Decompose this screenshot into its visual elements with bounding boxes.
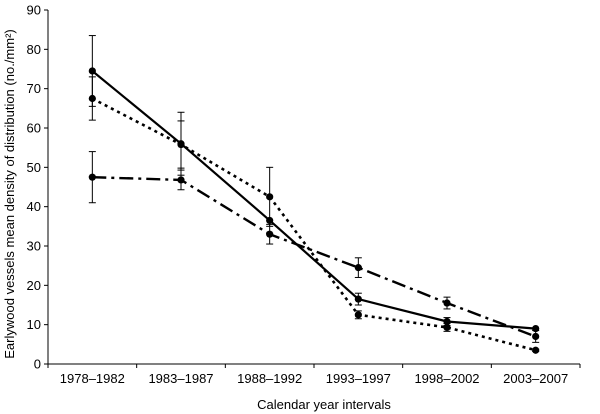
y-tick-label-90: 90: [27, 3, 41, 18]
y-tick-label-60: 60: [27, 121, 41, 136]
point-s2-1: [177, 176, 185, 184]
point-s1-4: [443, 323, 451, 332]
point-s1-2: [266, 193, 274, 201]
point-s0-4: [443, 317, 451, 326]
y-tick-label-70: 70: [27, 81, 41, 96]
point-s1-3: [354, 311, 362, 319]
x-tick-label-4: 1998–2002: [414, 371, 479, 386]
y-tick-label-20: 20: [27, 278, 41, 293]
series-line-dotted: [91, 97, 537, 352]
point-s2-4: [443, 299, 451, 307]
x-tick-label-5: 2003–2007: [503, 371, 568, 386]
x-tick-label-0: 1978–1982: [60, 371, 125, 386]
point-s0-5: [532, 325, 540, 333]
point-s2-5: [532, 332, 540, 341]
point-s2-2: [266, 230, 274, 238]
point-s0-3: [354, 295, 362, 303]
y-tick-label-80: 80: [27, 42, 41, 57]
point-s1-1: [177, 140, 185, 149]
series-line-dash-dot: [92, 176, 537, 338]
point-s1-5: [532, 346, 540, 354]
x-axis-title: Calendar year intervals: [257, 397, 391, 412]
y-tick-label-40: 40: [27, 199, 41, 214]
plot-area: 0 10 20 30 40 50 60 70 80 90 1978–1982 1983–1987 198…: [27, 3, 581, 386]
series-line-solid: [91, 70, 536, 330]
point-s0-0: [88, 67, 96, 75]
point-s0-2: [266, 216, 274, 225]
y-axis-title: Earlywood vessels mean density of distri…: [2, 29, 17, 358]
x-tick-label-3: 1993–1997: [326, 371, 391, 386]
y-tick-label-30: 30: [27, 239, 41, 254]
point-s2-0: [88, 173, 96, 181]
y-tick-label-50: 50: [27, 160, 41, 175]
y-tick-label-0: 0: [34, 357, 41, 372]
x-tick-label-1: 1983–1987: [148, 371, 213, 386]
y-tick-label-10: 10: [27, 317, 41, 332]
point-s2-3: [354, 264, 362, 272]
point-s1-0: [88, 94, 96, 103]
x-tick-label-2: 1988–1992: [237, 371, 302, 386]
